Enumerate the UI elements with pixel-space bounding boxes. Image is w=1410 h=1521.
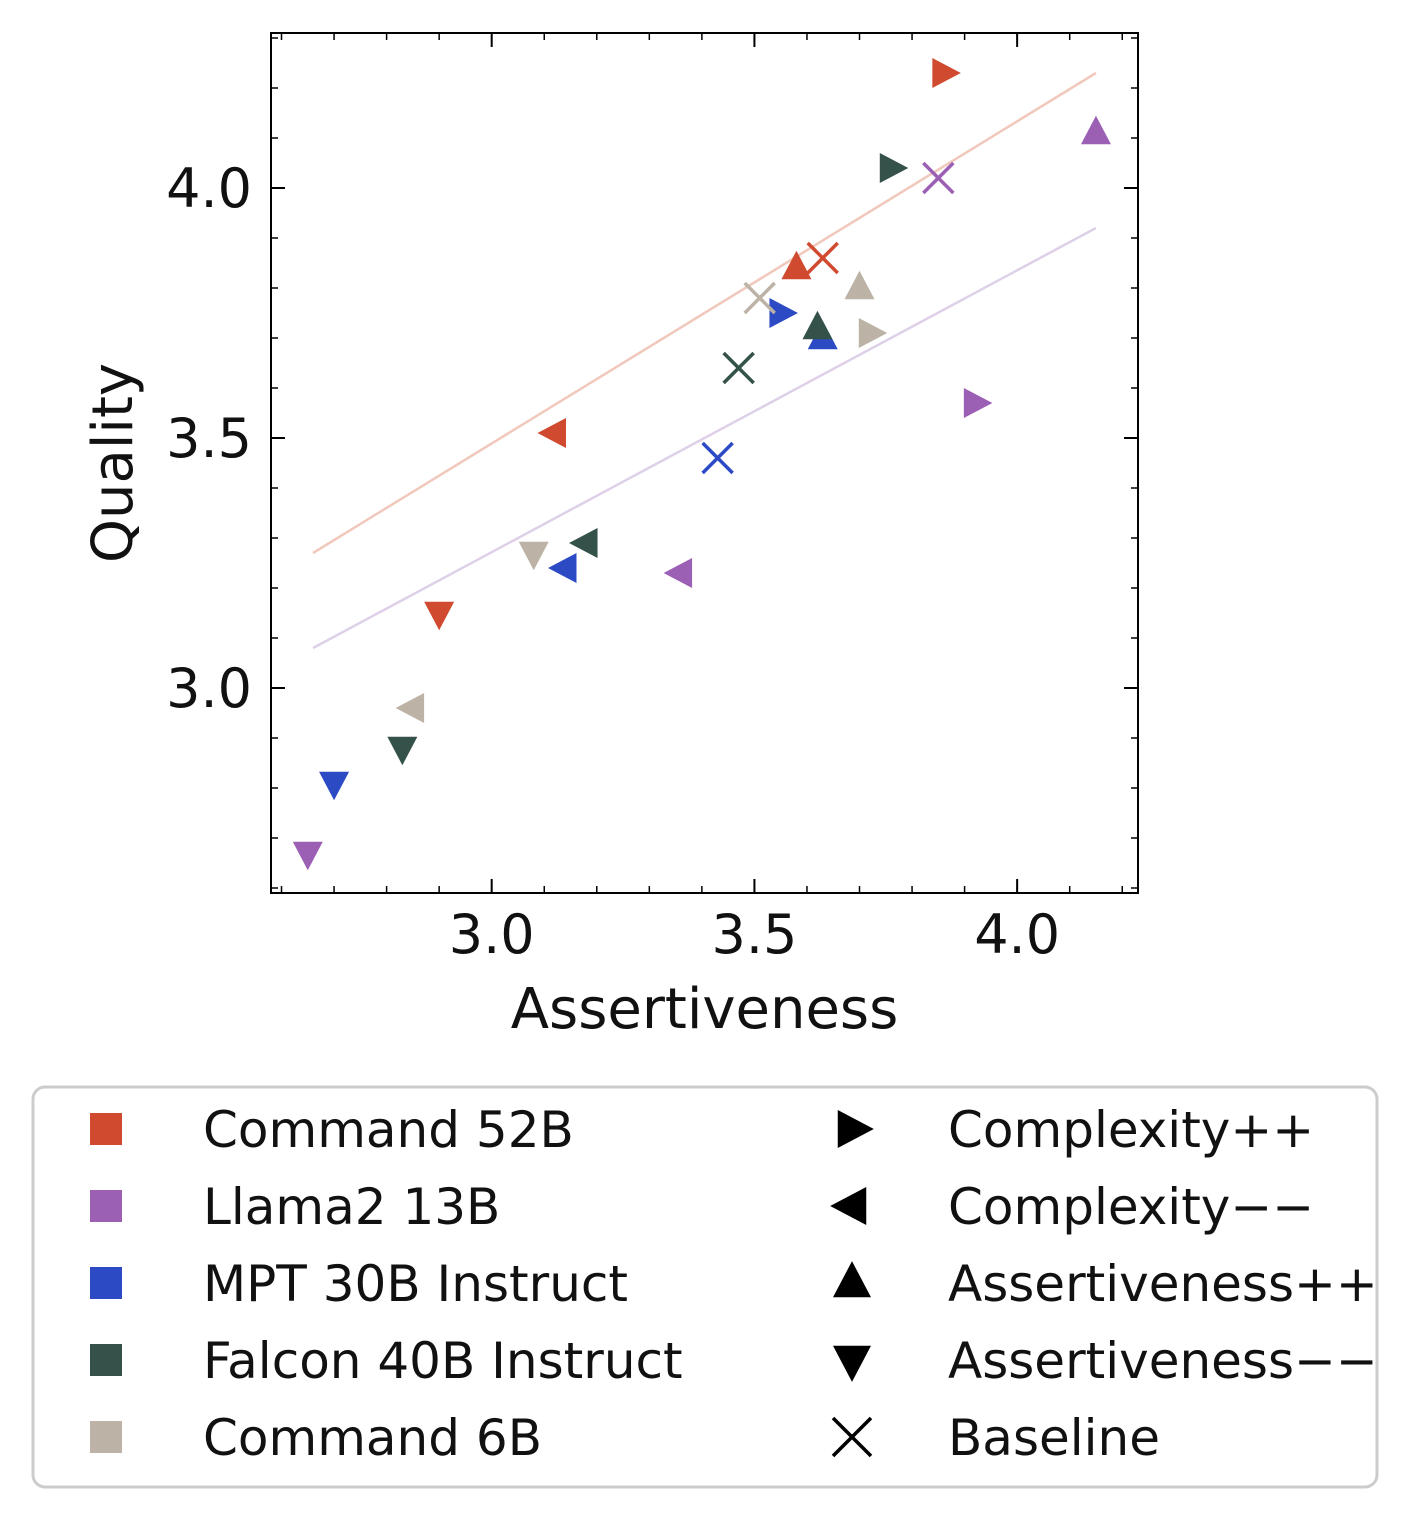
legend-label: Baseline	[948, 1409, 1160, 1467]
y-tick-label: 3.5	[166, 407, 252, 470]
x-axis-label: Assertiveness	[511, 977, 899, 1042]
legend-label: Complexity++	[948, 1101, 1314, 1159]
legend-swatch	[90, 1344, 122, 1376]
x-tick-label: 3.5	[711, 903, 797, 966]
data-point	[922, 161, 955, 195]
data-point	[701, 441, 734, 475]
data-point	[743, 281, 776, 315]
trend-line-0	[312, 71, 1097, 555]
legend-label: Complexity−−	[948, 1178, 1314, 1236]
trend-line-1	[312, 226, 1097, 650]
legend-marker	[837, 1110, 874, 1148]
data-point	[932, 58, 961, 88]
legend-marker	[833, 1345, 871, 1382]
legend-label: Assertiveness−−	[948, 1332, 1378, 1390]
data-points	[292, 58, 1111, 871]
legend-label: MPT 30B Instruct	[203, 1255, 628, 1313]
x-tick-label: 4.0	[974, 903, 1060, 966]
legend-label: Command 52B	[203, 1101, 574, 1159]
legend-marker	[833, 1261, 871, 1298]
data-point	[722, 351, 755, 385]
y-tick-label: 3.0	[166, 657, 252, 720]
data-point	[802, 310, 833, 340]
plot-area-frame	[270, 32, 1139, 894]
data-point	[1080, 115, 1111, 145]
legend-label: Command 6B	[203, 1409, 542, 1467]
data-point	[806, 241, 839, 275]
legend: Command 52B Llama2 13B MPT 30B Instruct Fal…	[31, 1085, 1379, 1489]
legend-label: Falcon 40B Instruct	[203, 1332, 683, 1390]
data-point	[569, 528, 598, 558]
data-point	[781, 250, 812, 280]
data-point	[292, 841, 323, 871]
major-ticks	[271, 33, 1138, 893]
legend-swatch	[90, 1190, 122, 1222]
data-point	[424, 601, 455, 631]
data-point	[518, 541, 549, 571]
legend-marker	[831, 1416, 873, 1458]
data-point	[663, 558, 693, 588]
legend-swatch	[90, 1113, 122, 1145]
legend-label: Assertiveness++	[948, 1255, 1378, 1313]
x-tick-label: 3.0	[449, 903, 535, 966]
legend-label: Llama2 13B	[203, 1178, 500, 1236]
data-point	[858, 318, 888, 348]
data-point	[879, 153, 909, 183]
legend-swatch	[90, 1267, 122, 1299]
legend-box	[31, 1085, 1379, 1489]
y-axis-label: Quality	[81, 363, 146, 563]
trend-lines	[312, 71, 1097, 650]
legend-swatch	[90, 1421, 122, 1453]
data-point	[963, 388, 993, 418]
y-tick-label: 4.0	[166, 157, 252, 220]
data-point	[395, 693, 425, 723]
data-point	[537, 418, 566, 448]
tick-labels: 3.0 3.5 4.0 3.0 3.5 4.0	[166, 157, 1060, 966]
minor-ticks	[271, 33, 1138, 893]
data-point	[319, 771, 350, 801]
data-point	[387, 736, 418, 766]
data-point	[548, 553, 577, 583]
legend-marker	[830, 1187, 867, 1225]
data-point	[844, 270, 875, 300]
data-point	[769, 298, 798, 328]
